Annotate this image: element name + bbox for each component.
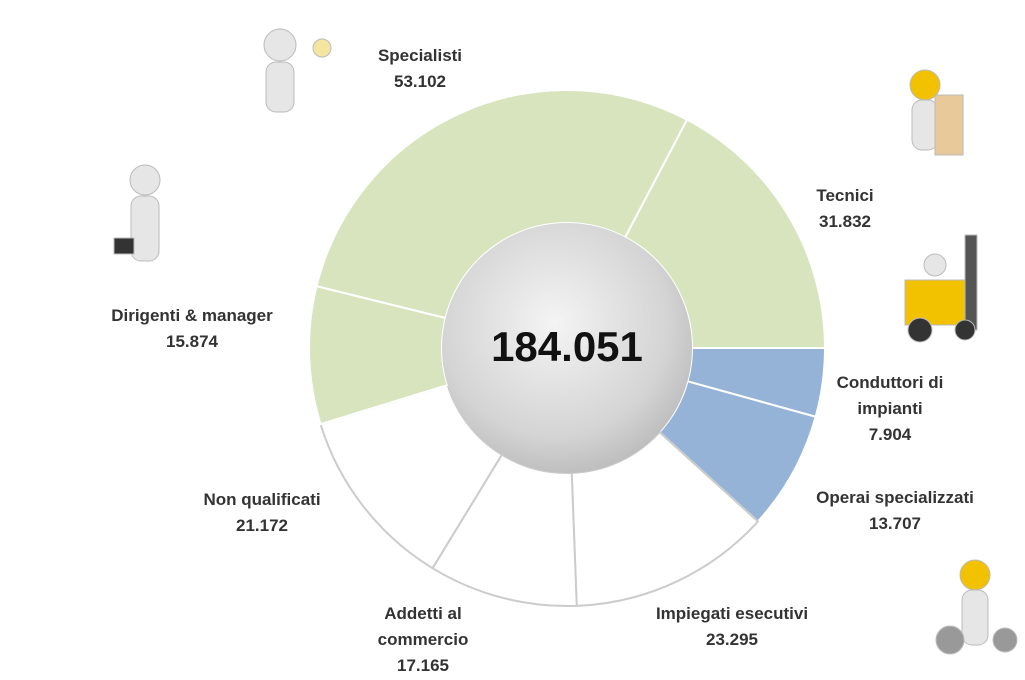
category-name: Non qualificati bbox=[162, 487, 362, 513]
value-label: 23.295 bbox=[622, 627, 842, 653]
category-name: Addetti al commercio bbox=[368, 601, 478, 653]
icon-forklift bbox=[905, 235, 977, 342]
value-label: 21.172 bbox=[162, 513, 362, 539]
infographic: 184.051 Conduttori di impianti7.904 Opera… bbox=[0, 0, 1025, 680]
icon-manager bbox=[114, 165, 160, 261]
category-name: Specialisti bbox=[340, 43, 500, 69]
value-label: 13.707 bbox=[785, 511, 1005, 537]
value-label: 7.904 bbox=[825, 422, 955, 448]
category-name: Impiegati esecutivi bbox=[622, 601, 842, 627]
category-name: Operai specializzati bbox=[785, 485, 1005, 511]
icon-specialist bbox=[264, 29, 331, 112]
category-name: Dirigenti & manager bbox=[82, 303, 302, 329]
value-label: 53.102 bbox=[340, 69, 500, 95]
category-name: Tecnici bbox=[785, 183, 905, 209]
total-label: 184.051 bbox=[491, 323, 643, 370]
icon-worker bbox=[936, 560, 1017, 654]
icon-technician bbox=[910, 70, 963, 155]
value-label: 31.832 bbox=[785, 209, 905, 235]
category-name: Conduttori di impianti bbox=[825, 370, 955, 422]
value-label: 17.165 bbox=[368, 653, 478, 679]
value-label: 15.874 bbox=[82, 329, 302, 355]
